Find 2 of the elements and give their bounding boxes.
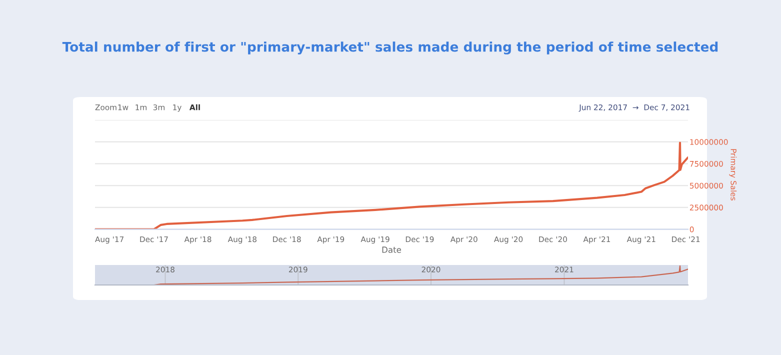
x-axis-title: Date (382, 246, 402, 253)
chart-title: Total number of first or "primary-market" sales made during the period of time selected (62, 42, 718, 54)
